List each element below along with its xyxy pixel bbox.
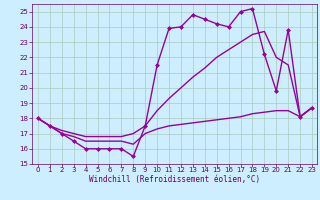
X-axis label: Windchill (Refroidissement éolien,°C): Windchill (Refroidissement éolien,°C) <box>89 175 260 184</box>
